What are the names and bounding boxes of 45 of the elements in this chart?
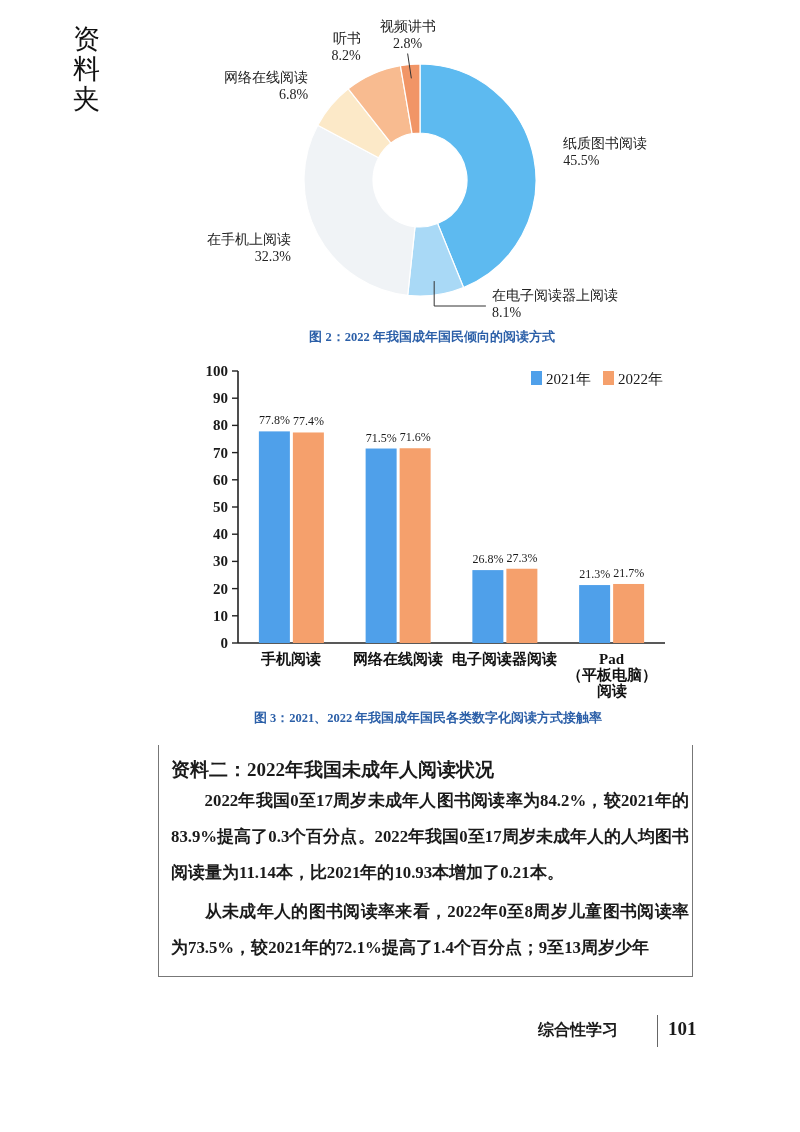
text: 资料夹 bbox=[72, 24, 100, 114]
x-tick-label: 电子阅读器阅读 bbox=[452, 651, 558, 667]
slice-label: 视频讲书 bbox=[379, 18, 436, 34]
text: 2022年我国0至17周岁未成年人图书阅读率为84.2%，较2021年的83.9%提高了0.3个百分点。2022年我国0至17周岁未成年人的人均图书阅读量为11.14本，比2021年的10.93本增加了0.21本。 bbox=[171, 790, 689, 884]
text: 图 2：2022 年我国成年国民倾向的阅读方式 bbox=[309, 329, 555, 344]
y-tick-label: 20 bbox=[213, 580, 228, 597]
legend-label: 2021年 bbox=[546, 370, 591, 387]
y-tick-label: 60 bbox=[213, 471, 228, 488]
data-label: 71.6% bbox=[399, 430, 431, 445]
data-label: 26.8% bbox=[472, 552, 504, 567]
x-tick-label: 手机阅读 bbox=[260, 651, 322, 667]
data-label: 2.8% bbox=[393, 35, 423, 51]
data-label: 21.7% bbox=[613, 565, 645, 580]
data-label: 32.3% bbox=[254, 249, 292, 265]
y-tick-label: 70 bbox=[213, 444, 228, 461]
data-label: 77.8% bbox=[258, 413, 290, 428]
y-tick-label: 50 bbox=[213, 499, 228, 515]
slice-label: 听书 bbox=[332, 30, 361, 46]
data-label: 6.8% bbox=[279, 87, 309, 103]
text: 资料二：2022年我国未成年人阅读状况 bbox=[171, 758, 495, 782]
data-label: 8.2% bbox=[331, 47, 362, 63]
data-label: 45.5% bbox=[563, 153, 600, 169]
x-tick-label: Pad（平板电脑）阅读 bbox=[566, 651, 657, 699]
legend-label: 2022年 bbox=[618, 370, 663, 387]
text: 101 bbox=[668, 1017, 697, 1041]
slice-label: 纸质图书阅读 bbox=[563, 136, 648, 152]
slice-label: 在手机上阅读 bbox=[206, 232, 291, 248]
y-tick-label: 40 bbox=[213, 526, 228, 543]
y-tick-label: 100 bbox=[205, 363, 228, 379]
data-label: 71.5% bbox=[365, 430, 397, 445]
data-label: 8.1% bbox=[491, 305, 522, 320]
data-label: 27.3% bbox=[506, 550, 538, 565]
slice-label: 在电子阅读器上阅读 bbox=[491, 288, 618, 303]
data-label: 21.3% bbox=[579, 567, 611, 582]
y-tick-label: 90 bbox=[213, 390, 228, 407]
data-label: 77.4% bbox=[292, 414, 324, 429]
y-tick-label: 0 bbox=[220, 635, 228, 651]
y-tick-label: 30 bbox=[213, 553, 228, 570]
text: 从未成年人的图书阅读率来看，2022年0至8周岁儿童图书阅读率为73.5%，较2021年的72.1%提高了1.4个百分点；9至13周岁少年 bbox=[171, 901, 689, 959]
slice-label: 网络在线阅读 bbox=[224, 70, 309, 86]
text: 综合性学习 bbox=[538, 1020, 618, 1040]
y-tick-label: 80 bbox=[213, 417, 228, 434]
text: 图 3：2021、2022 年我国成年国民各类数字化阅读方式接触率 bbox=[253, 710, 603, 725]
y-tick-label: 10 bbox=[213, 607, 228, 624]
x-tick-label: 网络在线阅读 bbox=[353, 651, 444, 667]
